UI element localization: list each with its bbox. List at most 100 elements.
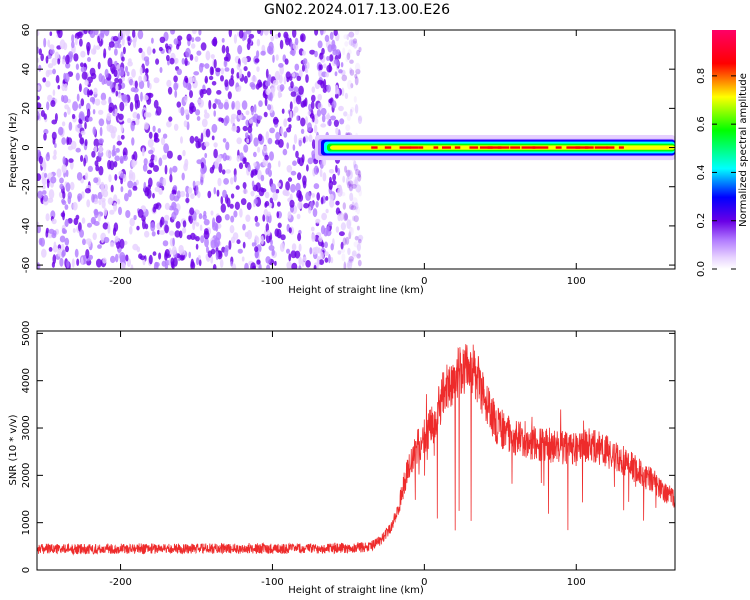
noise-speckle [310, 100, 315, 110]
noise-speckle [220, 67, 225, 75]
noise-speckle [272, 79, 279, 86]
noise-speckle [52, 244, 58, 253]
signal-peak-segment [566, 146, 581, 149]
noise-speckle [103, 48, 107, 59]
noise-speckle [251, 106, 254, 116]
noise-speckle [205, 50, 211, 61]
noise-speckle [144, 230, 150, 238]
noise-speckle [348, 255, 354, 262]
noise-speckle [348, 258, 354, 264]
noise-speckle [342, 202, 346, 210]
noise-speckle [211, 135, 215, 141]
signal-peak-segment [521, 146, 536, 149]
y-tick-label: 3000 [21, 415, 32, 440]
noise-speckle [332, 173, 336, 182]
noise-speckle [331, 100, 337, 109]
noise-speckle [125, 254, 129, 262]
noise-speckle [189, 90, 193, 99]
noise-speckle [350, 83, 354, 89]
noise-speckle [77, 123, 83, 129]
noise-speckle [144, 187, 150, 197]
noise-speckle [134, 80, 138, 89]
noise-speckle [291, 72, 296, 78]
noise-speckle [353, 164, 359, 171]
noise-speckle [83, 30, 88, 35]
noise-speckle [43, 37, 47, 48]
noise-speckle [164, 219, 168, 226]
noise-speckle [347, 260, 353, 269]
noise-speckle [103, 236, 110, 244]
noise-speckle [266, 264, 271, 269]
noise-speckle [239, 208, 243, 218]
noise-speckle [216, 189, 220, 197]
noise-speckle [126, 71, 130, 77]
noise-speckle [230, 177, 234, 185]
noise-speckle [103, 78, 107, 85]
noise-speckle [78, 103, 82, 109]
noise-speckle [237, 109, 242, 116]
noise-speckle [353, 96, 357, 103]
noise-speckle [340, 222, 346, 231]
noise-speckle [67, 195, 72, 205]
noise-speckle [200, 235, 205, 244]
noise-speckle [257, 30, 261, 35]
noise-speckle [52, 230, 57, 236]
noise-speckle [335, 84, 339, 95]
noise-speckle [184, 57, 188, 67]
noise-speckle [279, 39, 284, 50]
noise-speckle [88, 116, 93, 122]
noise-speckle [234, 100, 241, 111]
noise-speckle [311, 193, 316, 198]
noise-speckle [244, 262, 249, 269]
noise-speckle [213, 142, 218, 148]
noise-speckle [355, 169, 360, 176]
noise-speckle [265, 88, 271, 96]
noise-speckle [335, 59, 340, 67]
noise-speckle [37, 30, 40, 37]
noise-speckle [42, 77, 47, 83]
noise-speckle [57, 30, 63, 39]
noise-speckle [97, 191, 103, 200]
noise-speckle [296, 115, 299, 121]
noise-speckle [355, 68, 361, 75]
noise-speckle [357, 251, 361, 257]
noise-speckle [295, 182, 301, 192]
noise-speckle [146, 169, 153, 175]
noise-speckle [180, 136, 183, 144]
noise-speckle [348, 226, 354, 236]
noise-speckle [86, 199, 91, 208]
noise-speckle [294, 250, 301, 259]
noise-speckle [129, 101, 134, 112]
noise-speckle [342, 175, 346, 183]
noise-speckle [317, 93, 323, 101]
noise-speckle [312, 208, 318, 218]
y-tick-label: 4000 [21, 368, 32, 393]
noise-speckle [57, 85, 61, 90]
noise-speckle [87, 57, 91, 62]
noise-speckle [201, 118, 208, 128]
noise-speckle [326, 84, 331, 93]
y-tick-label: 1000 [21, 510, 32, 535]
noise-speckle [51, 218, 57, 225]
noise-speckle [329, 193, 334, 201]
noise-speckle [291, 262, 298, 269]
noise-speckle [264, 191, 270, 199]
noise-speckle [225, 155, 230, 161]
noise-speckle [195, 243, 199, 250]
noise-speckle [42, 184, 46, 190]
noise-speckle [54, 113, 58, 122]
noise-speckle [166, 120, 172, 128]
noise-speckle [200, 166, 207, 175]
noise-speckle [286, 76, 290, 83]
noise-speckle [265, 131, 269, 141]
noise-speckle [120, 134, 125, 140]
noise-speckle [76, 172, 83, 181]
noise-speckle [305, 191, 311, 201]
noise-speckle [242, 241, 246, 249]
noise-speckle [183, 120, 188, 128]
chart-title: GN02.2024.017.13.00.E26 [264, 2, 450, 18]
noise-speckle [200, 132, 204, 143]
noise-speckle [311, 86, 316, 93]
noise-speckle [198, 259, 202, 267]
noise-speckle [43, 194, 49, 202]
